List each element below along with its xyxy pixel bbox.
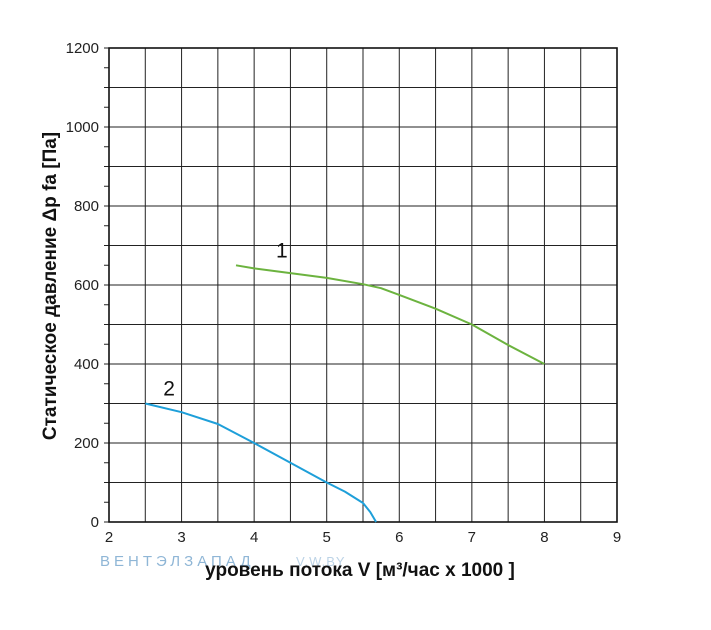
watermark-brand: ВЕНТЭЛЗАПАД: [100, 553, 254, 570]
y-tick-label: 0: [91, 514, 99, 531]
y-tick-label: 1200: [66, 40, 99, 57]
x-tick-label: 5: [323, 529, 331, 546]
series-label-1: 1: [276, 239, 288, 262]
x-axis-title: уровень потока V [м³/час x 1000 ]: [205, 560, 515, 581]
x-tick-label: 7: [468, 529, 476, 546]
minor-ticks: [104, 47, 109, 523]
x-tick-label: 6: [395, 529, 403, 546]
x-tick-label: 2: [105, 529, 113, 546]
series-line-2: [145, 402, 377, 523]
series-lines: [145, 264, 545, 523]
watermark-domain: V.W.BY: [296, 554, 346, 569]
series-label-2: 2: [163, 378, 175, 401]
y-tick-labels: 0 200 400 600 800 1000 1200: [66, 40, 99, 531]
x-tick-label: 4: [250, 529, 258, 546]
x-tick-label: 9: [613, 529, 621, 546]
x-tick-label: 8: [540, 529, 548, 546]
y-tick-label: 200: [74, 435, 99, 452]
x-tick-labels: 2 3 4 5 6 7 8 9: [105, 529, 621, 546]
series-labels: 12: [163, 239, 287, 400]
y-tick-label: 600: [74, 277, 99, 294]
plot-frame: [108, 47, 618, 523]
series-line-1: [235, 264, 545, 365]
grid: [109, 48, 617, 522]
y-tick-label: 800: [74, 198, 99, 215]
y-axis-title: Статическое давление Δp fa [Па]: [40, 132, 61, 440]
y-tick-label: 1000: [66, 119, 99, 136]
y-tick-label: 400: [74, 356, 99, 373]
x-tick-label: 3: [177, 529, 185, 546]
